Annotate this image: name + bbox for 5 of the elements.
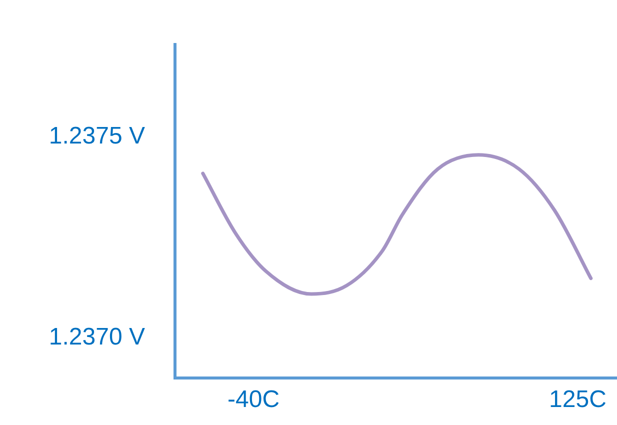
y-tick-label: 1.2375 V <box>48 122 145 150</box>
line-series <box>201 153 593 296</box>
x-tick-label: 125C <box>549 386 606 414</box>
x-tick-label: -40C <box>228 386 280 414</box>
y-tick-label: 1.2370 V <box>48 323 145 350</box>
